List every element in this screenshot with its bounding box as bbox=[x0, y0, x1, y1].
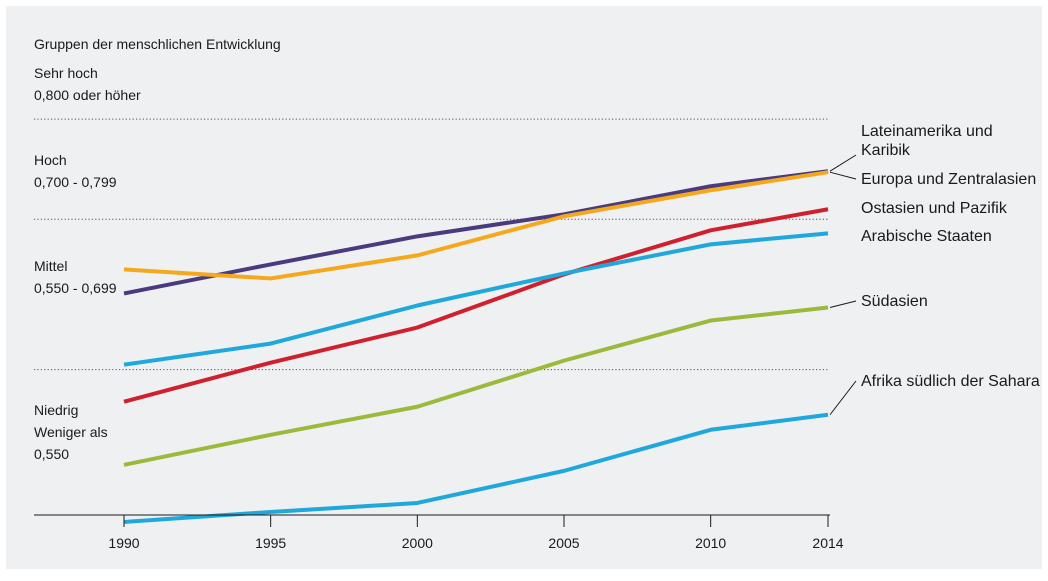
series-line bbox=[123, 231, 829, 367]
series-label-group: Lateinamerika und Karibik Europa und Zentr… bbox=[829, 123, 1040, 416]
series-group bbox=[123, 169, 829, 524]
series-label: Europa und Zentralasien bbox=[861, 171, 1036, 188]
series-label-leader bbox=[829, 154, 857, 172]
series-label-leader bbox=[829, 380, 857, 416]
x-tick-label: 2010 bbox=[695, 535, 726, 551]
band-label: Niedrig Weniger als 0,550 bbox=[34, 402, 108, 462]
x-tick-label: 1990 bbox=[108, 535, 139, 551]
x-tick-label: 2000 bbox=[402, 535, 433, 551]
series-label: Ostasien und Pazifik bbox=[861, 200, 1008, 217]
x-tick-label: 1995 bbox=[255, 535, 286, 551]
hdi-line-chart: Gruppen der menschlichen Entwicklung Seh… bbox=[34, 36, 1040, 551]
series-line bbox=[123, 412, 829, 524]
series-label: Arabische Staaten bbox=[861, 228, 992, 245]
band-label: Mittel 0,550 - 0,699 bbox=[34, 258, 117, 296]
series-label: Afrika südlich der Sahara bbox=[861, 373, 1040, 390]
series-line bbox=[123, 170, 829, 281]
series-label: Südasien bbox=[861, 293, 928, 310]
chart-stage: Gruppen der menschlichen Entwicklung Seh… bbox=[6, 6, 1042, 569]
series-line bbox=[123, 207, 829, 404]
series-label-leader bbox=[829, 171, 857, 180]
band-group: Sehr hoch 0,800 oder höher Hoch 0,700 - 0,7… bbox=[34, 65, 828, 462]
x-tick-label: 2005 bbox=[548, 535, 579, 551]
x-axis: 1990 1995 2000 2005 2010 2014 bbox=[34, 514, 844, 551]
band-label: Hoch 0,700 - 0,799 bbox=[34, 152, 117, 190]
chart-subtitle: Gruppen der menschlichen Entwicklung bbox=[34, 36, 281, 52]
series-line bbox=[123, 305, 829, 467]
series-label: Lateinamerika und Karibik bbox=[861, 123, 993, 159]
x-tick-label: 2014 bbox=[812, 535, 843, 551]
series-line bbox=[123, 169, 829, 296]
series-label-leader bbox=[829, 300, 857, 308]
band-label: Sehr hoch 0,800 oder höher bbox=[34, 65, 141, 103]
